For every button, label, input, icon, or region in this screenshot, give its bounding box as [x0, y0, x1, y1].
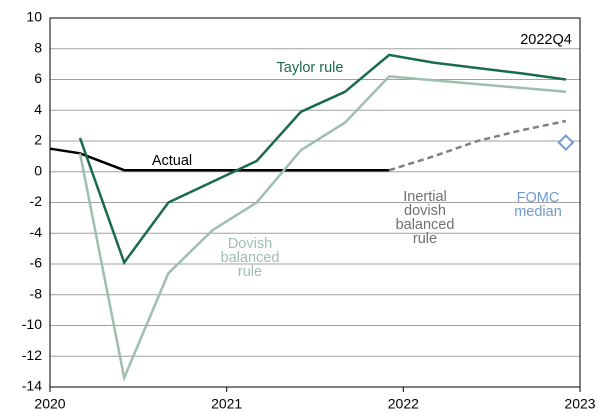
point-marker — [557, 134, 575, 151]
series-line — [78, 75, 567, 383]
x-tick-label: 2023 — [564, 396, 595, 412]
point-label: FOMC median — [514, 190, 562, 220]
series-line — [49, 147, 390, 172]
x-tick-label: 2022 — [388, 396, 419, 412]
y-tick-label: 10 — [26, 9, 42, 25]
y-tick-label: 6 — [34, 70, 42, 86]
y-tick-label: 2 — [34, 132, 42, 148]
y-tick-label: -8 — [30, 285, 43, 301]
y-tick-label: -12 — [22, 347, 42, 363]
annotation: 2022Q4 — [520, 32, 572, 48]
y-tick-label: 8 — [34, 39, 42, 55]
y-tick-label: -10 — [22, 316, 42, 332]
series-label: Actual — [151, 153, 193, 169]
y-tick-label: 0 — [34, 162, 42, 178]
y-tick-label: -14 — [22, 378, 42, 394]
y-tick-label: -6 — [30, 255, 43, 271]
series-label: Inertial dovish balanced rule — [395, 189, 455, 247]
y-tick-label: -2 — [30, 193, 43, 209]
x-tick-label: 2020 — [34, 396, 65, 412]
y-tick-label: 4 — [34, 101, 42, 117]
series-line — [78, 53, 567, 266]
series-label: Taylor rule — [276, 60, 344, 76]
series-label: Dovish balanced rule — [220, 236, 280, 280]
x-tick-label: 2021 — [211, 396, 242, 412]
series-line — [388, 119, 567, 172]
y-tick-label: -4 — [30, 224, 43, 240]
plot-frame — [49, 17, 581, 388]
